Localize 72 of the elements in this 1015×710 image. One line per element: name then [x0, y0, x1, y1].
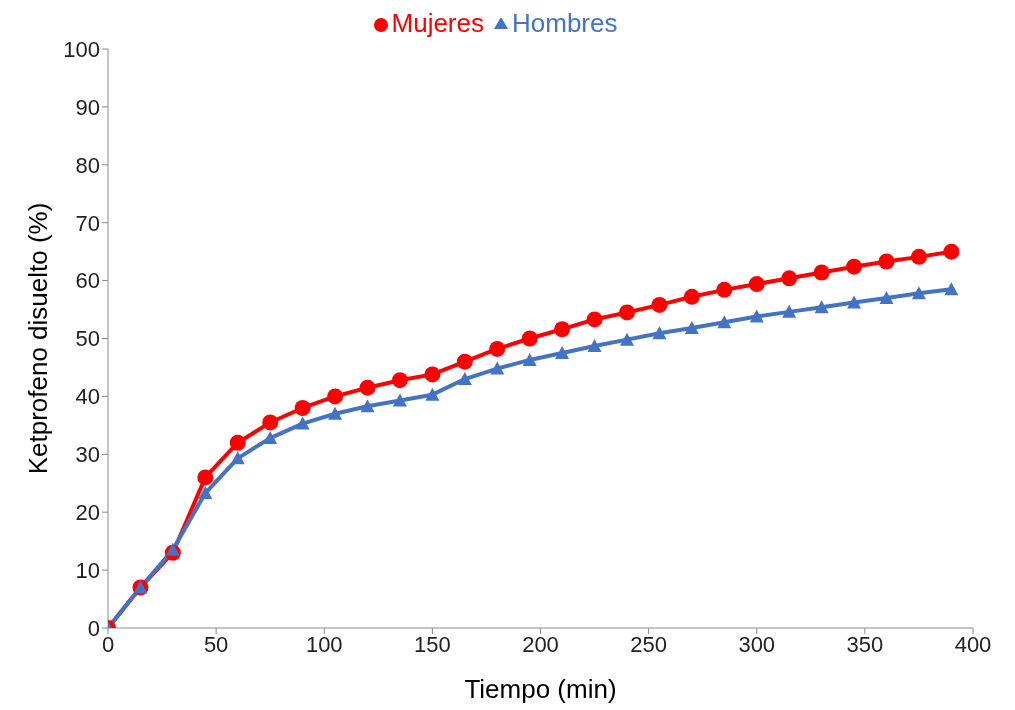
y-tick-label: 100 [63, 36, 100, 62]
point [879, 290, 894, 304]
y-tick-label: 70 [75, 210, 100, 236]
point [944, 282, 959, 296]
x-tick-label: 200 [522, 631, 559, 657]
point [230, 451, 245, 465]
point [392, 393, 407, 407]
point [847, 295, 862, 309]
point [229, 434, 246, 451]
point [586, 311, 603, 328]
point [263, 431, 278, 445]
y-tick-label: 20 [75, 500, 100, 526]
point [619, 304, 635, 321]
point [425, 387, 440, 401]
y-tick-label: 80 [75, 152, 100, 178]
point [683, 288, 700, 305]
point [294, 399, 311, 416]
point [165, 542, 180, 556]
point [587, 339, 602, 353]
legend-label: Mujeres [391, 8, 484, 38]
point [359, 379, 376, 396]
point [846, 258, 863, 275]
point [814, 300, 829, 314]
legend-label: Hombres [512, 8, 618, 38]
point [522, 352, 537, 366]
x-tick-label: 100 [305, 631, 343, 657]
point [521, 330, 538, 347]
x-tick-label: 150 [414, 631, 451, 657]
point [328, 406, 343, 420]
y-tick-label: 50 [75, 326, 100, 352]
x-tick-label: 350 [846, 631, 884, 657]
point [198, 486, 213, 500]
point [748, 276, 765, 293]
x-tick-label: 400 [954, 631, 992, 657]
y-tick-label: 40 [75, 384, 100, 410]
point [490, 361, 505, 375]
point [555, 345, 570, 359]
point [943, 243, 960, 260]
point [781, 270, 798, 287]
point [878, 253, 895, 270]
point [651, 296, 668, 313]
point [360, 399, 375, 413]
point [327, 388, 344, 405]
x-tick-label: 50 [203, 631, 229, 657]
point [620, 332, 634, 346]
point [391, 372, 408, 389]
point [749, 309, 764, 323]
point [910, 248, 927, 265]
point [295, 416, 310, 430]
y-tick-label: 90 [75, 94, 100, 120]
point [424, 366, 441, 383]
y-tick-label: 10 [75, 557, 100, 583]
point [489, 340, 506, 357]
point [717, 315, 732, 329]
point [911, 286, 926, 300]
x-tick-label: 300 [738, 631, 776, 657]
point [813, 264, 830, 281]
point [457, 372, 472, 386]
point [652, 326, 667, 340]
x-axis-title: Tiempo (min) [464, 674, 617, 704]
point [684, 321, 699, 335]
point [782, 304, 797, 318]
point [716, 281, 733, 298]
point [554, 321, 571, 338]
point [456, 353, 473, 370]
point [262, 414, 279, 431]
y-axis-title: Ketprofeno disuelto (%) [23, 202, 54, 475]
point [197, 469, 214, 486]
y-tick-label: 0 [87, 615, 100, 641]
x-tick-label: 250 [630, 631, 667, 657]
y-tick-label: 30 [75, 442, 100, 468]
y-tick-label: 60 [75, 268, 100, 294]
